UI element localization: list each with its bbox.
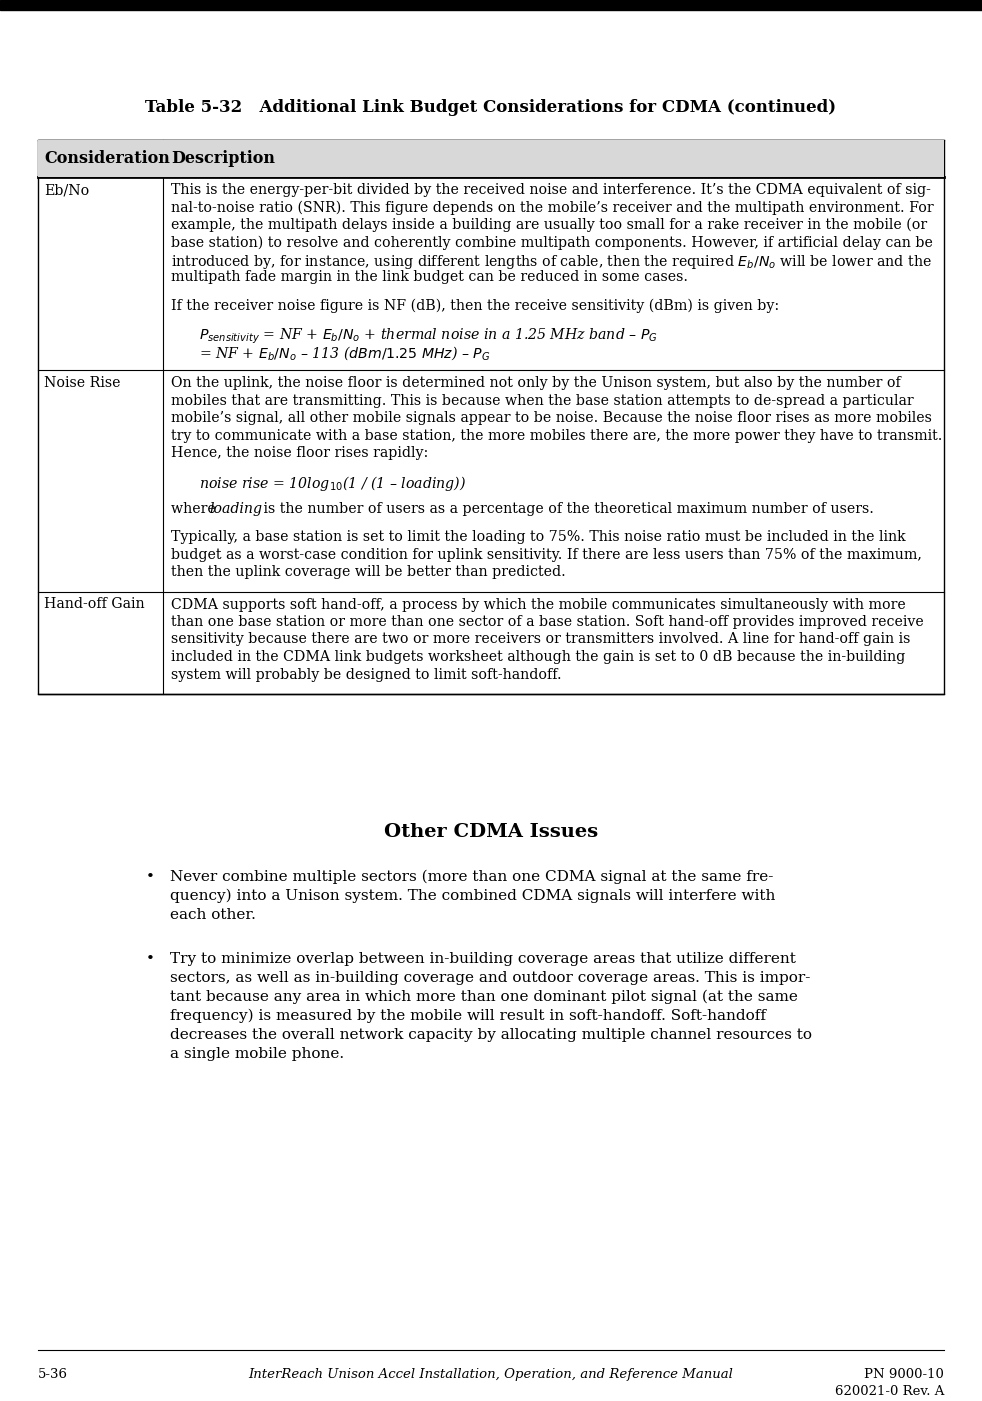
Text: introduced by, for instance, using different lengths of cable, then the required: introduced by, for instance, using diffe… (171, 254, 932, 270)
Text: Description: Description (171, 150, 275, 167)
Text: system will probably be designed to limit soft-handoff.: system will probably be designed to limi… (171, 667, 562, 681)
Text: This is the energy-per-bit divided by the received noise and interference. It’s : This is the energy-per-bit divided by th… (171, 184, 931, 198)
Text: •: • (146, 953, 155, 967)
Text: Noise Rise: Noise Rise (44, 377, 121, 391)
Text: $P_{sensitivity}$ = NF + $E_b/N_o$ + thermal noise in a 1.25 MHz band – $P_G$: $P_{sensitivity}$ = NF + $E_b/N_o$ + the… (199, 326, 658, 346)
Text: try to communicate with a base station, the more mobiles there are, the more pow: try to communicate with a base station, … (171, 429, 943, 443)
Text: mobile’s signal, all other mobile signals appear to be noise. Because the noise : mobile’s signal, all other mobile signal… (171, 412, 932, 426)
Text: loading: loading (209, 502, 262, 516)
Text: Hence, the noise floor rises rapidly:: Hence, the noise floor rises rapidly: (171, 447, 428, 461)
Text: is the number of users as a percentage of the theoretical maximum number of user: is the number of users as a percentage o… (259, 502, 874, 516)
Text: Never combine multiple sectors (more than one CDMA signal at the same fre-: Never combine multiple sectors (more tha… (170, 870, 774, 884)
Text: nal-to-noise ratio (SNR). This figure depends on the mobile’s receiver and the m: nal-to-noise ratio (SNR). This figure de… (171, 200, 934, 214)
Text: included in the CDMA link budgets worksheet although the gain is set to 0 dB bec: included in the CDMA link budgets worksh… (171, 650, 905, 664)
Text: Other CDMA Issues: Other CDMA Issues (384, 822, 598, 841)
Text: quency) into a Unison system. The combined CDMA signals will interfere with: quency) into a Unison system. The combin… (170, 890, 776, 904)
Text: sensitivity because there are two or more receivers or transmitters involved. A : sensitivity because there are two or mor… (171, 632, 910, 646)
Text: a single mobile phone.: a single mobile phone. (170, 1047, 344, 1061)
Text: each other.: each other. (170, 908, 256, 922)
Text: then the uplink coverage will be better than predicted.: then the uplink coverage will be better … (171, 565, 566, 579)
Text: Eb/No: Eb/No (44, 184, 89, 198)
Text: 5-36: 5-36 (38, 1367, 68, 1381)
Text: example, the multipath delays inside a building are usually too small for a rake: example, the multipath delays inside a b… (171, 219, 927, 233)
Text: = NF + $E_b/N_o$ – 113 ($dBm/1.25$ $MHz$) – $P_G$: = NF + $E_b/N_o$ – 113 ($dBm/1.25$ $MHz$… (199, 345, 490, 361)
Bar (38, 140, 944, 177)
Text: frequency) is measured by the mobile will result in soft-handoff. Soft-handoff: frequency) is measured by the mobile wil… (170, 1009, 766, 1023)
Text: PN 9000-10: PN 9000-10 (864, 1367, 944, 1381)
Text: On the uplink, the noise floor is determined not only by the Unison system, but : On the uplink, the noise floor is determ… (171, 377, 900, 391)
Text: Hand-off Gain: Hand-off Gain (44, 597, 144, 611)
Text: Typically, a base station is set to limit the loading to 75%. This noise ratio m: Typically, a base station is set to limi… (171, 530, 905, 544)
Text: •: • (146, 870, 155, 884)
Text: If the receiver noise figure is NF (dB), then the receive sensitivity (dBm) is g: If the receiver noise figure is NF (dB),… (171, 298, 780, 312)
Text: Try to minimize overlap between in-building coverage areas that utilize differen: Try to minimize overlap between in-build… (170, 953, 795, 967)
Text: base station) to resolve and coherently combine multipath components. However, i: base station) to resolve and coherently … (171, 235, 933, 249)
Text: than one base station or more than one sector of a base station. Soft hand-off p: than one base station or more than one s… (171, 615, 924, 629)
Text: noise rise = 10log$_{10}$(1 / (1 – loading)): noise rise = 10log$_{10}$(1 / (1 – loadi… (199, 475, 466, 493)
Bar (38, 140, 944, 693)
Text: sectors, as well as in-building coverage and outdoor coverage areas. This is imp: sectors, as well as in-building coverage… (170, 971, 810, 985)
Bar (0, 0, 982, 10)
Text: Table 5-32   Additional Link Budget Considerations for CDMA (continued): Table 5-32 Additional Link Budget Consid… (145, 99, 837, 116)
Text: Consideration: Consideration (44, 150, 170, 167)
Text: decreases the overall network capacity by allocating multiple channel resources : decreases the overall network capacity b… (170, 1028, 812, 1042)
Text: multipath fade margin in the link budget can be reduced in some cases.: multipath fade margin in the link budget… (171, 270, 688, 284)
Text: CDMA supports soft hand-off, a process by which the mobile communicates simultan: CDMA supports soft hand-off, a process b… (171, 597, 905, 611)
Text: tant because any area in which more than one dominant pilot signal (at the same: tant because any area in which more than… (170, 991, 797, 1005)
Text: 620021-0 Rev. A: 620021-0 Rev. A (835, 1386, 944, 1398)
Text: where: where (171, 502, 220, 516)
Text: InterReach Unison Accel Installation, Operation, and Reference Manual: InterReach Unison Accel Installation, Op… (248, 1367, 734, 1381)
Text: budget as a worst-case condition for uplink sensitivity. If there are less users: budget as a worst-case condition for upl… (171, 548, 922, 562)
Text: mobiles that are transmitting. This is because when the base station attempts to: mobiles that are transmitting. This is b… (171, 394, 913, 408)
